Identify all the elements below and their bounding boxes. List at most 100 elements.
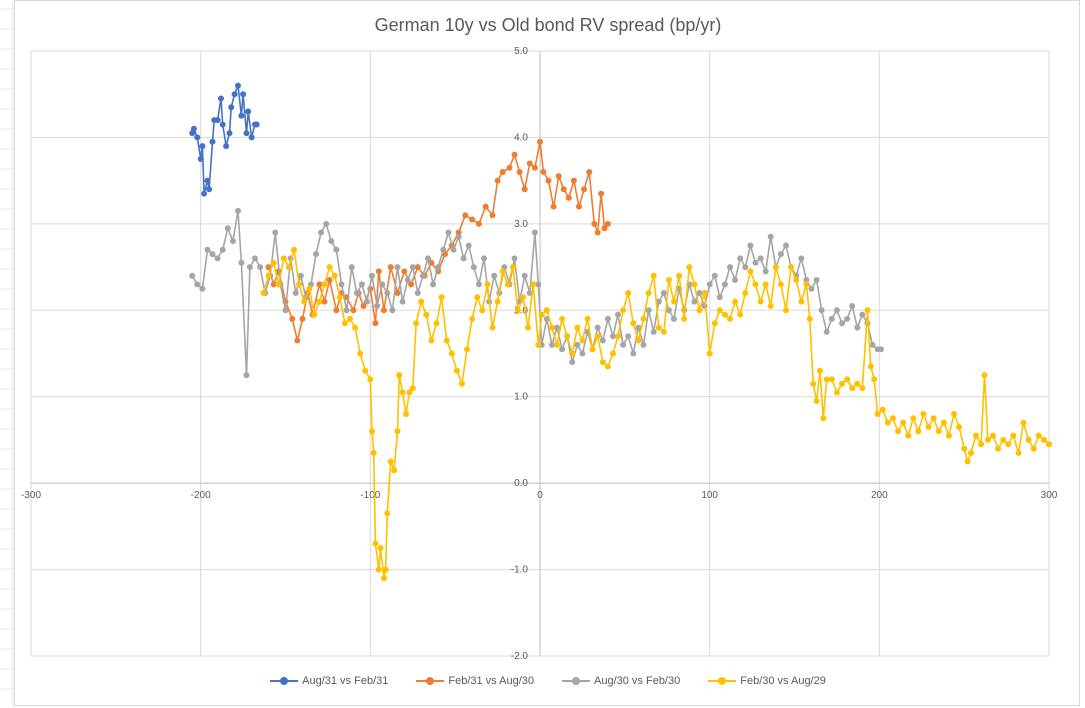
- data-point: [910, 415, 917, 422]
- data-point: [321, 298, 328, 305]
- data-point: [874, 411, 881, 417]
- data-point: [418, 298, 425, 305]
- data-point: [326, 277, 333, 283]
- data-point: [574, 324, 581, 331]
- data-point: [737, 311, 744, 318]
- legend-label: Aug/31 vs Feb/31: [302, 675, 389, 687]
- data-point: [762, 268, 769, 275]
- data-point: [326, 264, 333, 271]
- legend-item: Aug/31 vs Feb/31: [270, 675, 388, 687]
- data-point: [777, 281, 784, 288]
- data-point: [394, 264, 401, 271]
- data-point: [1020, 419, 1027, 426]
- data-point: [301, 298, 308, 305]
- data-point: [275, 281, 282, 288]
- data-point: [610, 333, 616, 340]
- data-point: [645, 290, 652, 296]
- legend-swatch: [416, 676, 445, 686]
- data-point: [389, 307, 396, 314]
- data-point: [630, 320, 637, 327]
- data-point: [752, 259, 759, 266]
- data-point: [479, 307, 486, 314]
- data-point: [591, 220, 598, 227]
- data-point: [640, 315, 647, 322]
- y-tick-label: 5.0: [514, 46, 528, 57]
- data-point: [375, 566, 382, 573]
- data-point: [574, 341, 581, 348]
- data-point: [940, 419, 947, 426]
- data-point: [408, 281, 415, 288]
- data-point: [401, 268, 408, 275]
- data-point: [747, 242, 754, 249]
- data-point: [1015, 449, 1022, 456]
- data-point: [696, 290, 703, 296]
- data-point: [459, 380, 465, 387]
- data-point: [589, 346, 596, 353]
- data-point: [535, 281, 542, 288]
- data-point: [260, 290, 267, 296]
- data-point: [706, 350, 713, 357]
- data-point: [1046, 441, 1052, 448]
- data-point: [973, 432, 979, 439]
- data-point: [635, 324, 642, 331]
- data-point: [676, 272, 683, 279]
- x-tick-label: -100: [360, 490, 380, 501]
- data-point: [543, 307, 550, 314]
- data-point: [701, 303, 708, 309]
- data-point: [878, 346, 884, 353]
- data-point: [554, 324, 560, 331]
- legend-item: Feb/31 vs Aug/30: [416, 675, 534, 687]
- data-point: [363, 298, 370, 305]
- data-point: [671, 298, 677, 305]
- data-point: [316, 298, 323, 305]
- data-point: [394, 428, 401, 435]
- data-point: [599, 337, 606, 344]
- data-point: [475, 281, 482, 288]
- data-point: [823, 328, 830, 335]
- data-point: [640, 341, 647, 348]
- data-point: [538, 311, 545, 318]
- data-point: [248, 134, 255, 141]
- data-point: [1025, 436, 1032, 443]
- data-point: [560, 186, 567, 193]
- data-point: [808, 285, 815, 292]
- chart-area[interactable]: German 10y vs Old bond RV spread (bp/yr)…: [14, 0, 1080, 706]
- data-point: [499, 169, 506, 175]
- data-point: [915, 428, 922, 435]
- data-point: [752, 281, 759, 288]
- x-tick-label: -300: [21, 490, 41, 501]
- data-point: [721, 281, 728, 288]
- data-point: [253, 121, 260, 128]
- data-point: [747, 268, 754, 275]
- data-point: [665, 277, 672, 283]
- data-point: [1000, 436, 1007, 443]
- data-point: [228, 104, 235, 111]
- data-point: [576, 203, 582, 210]
- data-point: [428, 337, 435, 344]
- data-point: [930, 415, 937, 422]
- data-point: [767, 303, 774, 309]
- data-point: [214, 255, 221, 262]
- y-tick-label: 3.0: [514, 219, 528, 230]
- data-point: [391, 467, 398, 474]
- data-point: [555, 173, 562, 180]
- data-point: [844, 376, 851, 383]
- data-point: [925, 424, 932, 430]
- data-point: [686, 264, 693, 271]
- series-line: [191, 210, 881, 376]
- y-tick-label: 2.0: [514, 305, 528, 316]
- data-point: [297, 272, 304, 279]
- data-point: [506, 164, 513, 171]
- data-point: [803, 277, 810, 283]
- plot-area: -300 -200 -100 0 100 200 300 -2.0 -1.0 0.0 1.0 2.0 3…: [21, 46, 1058, 662]
- data-point: [404, 277, 411, 283]
- data-point: [425, 255, 431, 262]
- series-line: [191, 85, 257, 194]
- data-point: [604, 220, 611, 227]
- data-point: [291, 246, 297, 253]
- y-tick-label: 4.0: [514, 132, 528, 143]
- data-point: [469, 315, 476, 322]
- data-point: [357, 350, 364, 357]
- data-point: [706, 281, 713, 288]
- y-tick-label: 0.0: [514, 478, 528, 489]
